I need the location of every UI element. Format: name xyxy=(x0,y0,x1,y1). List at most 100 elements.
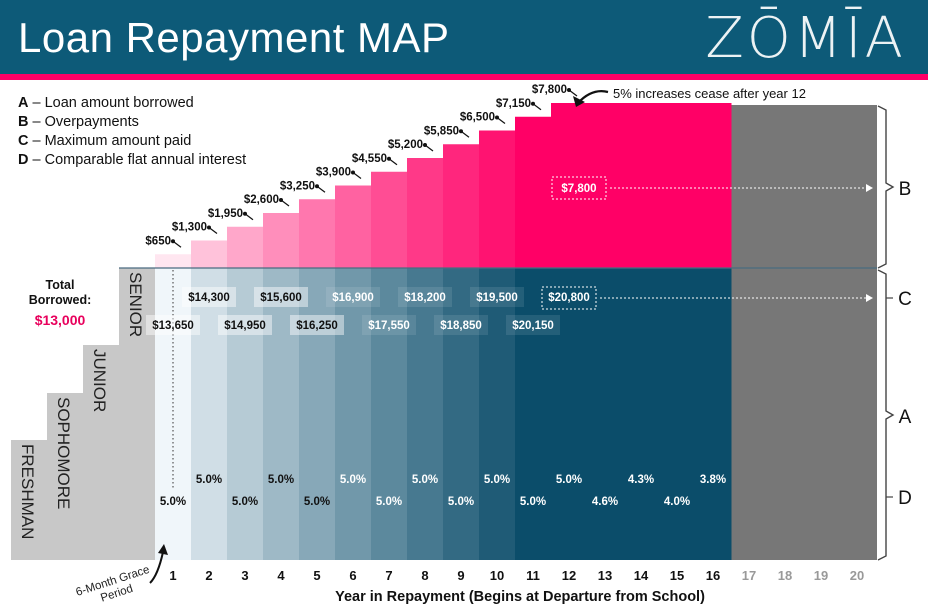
x-tick-label: 11 xyxy=(526,568,540,583)
interest-rate-label: 5.0% xyxy=(160,496,186,508)
overpayment-dot xyxy=(495,115,499,120)
max-paid-label-bg xyxy=(434,315,488,335)
overpayment-label: $6,500 xyxy=(460,112,495,124)
overpayment-label: $1,950 xyxy=(208,208,243,220)
overpayment-dot xyxy=(243,211,247,216)
max-paid-arrowhead xyxy=(866,294,873,302)
x-tick-label: 20 xyxy=(850,568,864,583)
side-label-d: D xyxy=(898,488,912,509)
overpayment-bar xyxy=(335,185,372,268)
legend-item-a: A – Loan amount borrowed xyxy=(18,95,194,111)
side-label-c: C xyxy=(898,289,912,310)
overpayment-bar xyxy=(515,116,552,268)
overpayment-bar xyxy=(407,158,444,268)
overpayment-bar xyxy=(299,199,336,268)
overpayment-bar xyxy=(227,226,264,268)
x-tick-label: 5 xyxy=(313,568,320,583)
max-paid-label: $13,650 xyxy=(152,320,194,332)
max-paid-label-bg xyxy=(146,315,200,335)
max-paid-label-bg xyxy=(326,287,380,307)
brace-a xyxy=(877,269,895,561)
max-paid-label: $16,250 xyxy=(296,320,338,332)
interest-rate-label: 4.0% xyxy=(664,496,690,508)
interest-rate-label: 5.0% xyxy=(448,496,474,508)
loan-bar xyxy=(587,268,624,560)
interest-rate-label: 3.8% xyxy=(700,474,726,486)
school-year-label: JUNIOR xyxy=(90,349,109,412)
overpayment-dot xyxy=(315,184,319,189)
interest-rate-label: 5.0% xyxy=(412,474,438,486)
legend-item-b: B – Overpayments xyxy=(18,114,139,130)
max-paid-label: $20,150 xyxy=(512,320,554,332)
interest-rate-label: 5.0% xyxy=(304,496,330,508)
side-label-a: A xyxy=(899,407,912,428)
overpayment-label: $3,900 xyxy=(316,167,351,179)
grace-arrow xyxy=(149,551,164,584)
loan-bar xyxy=(479,268,516,560)
x-tick-label: 8 xyxy=(421,568,428,583)
overpayment-bar xyxy=(443,144,480,268)
overpayment-label: $2,600 xyxy=(244,194,279,206)
overpayment-dot xyxy=(387,156,391,161)
interest-rate-label: 4.3% xyxy=(628,474,654,486)
loan-bar xyxy=(191,268,228,560)
overpayment-bar xyxy=(479,130,516,268)
overpayment-dot xyxy=(351,170,355,175)
max-paid-label-bg xyxy=(470,287,524,307)
school-year-block xyxy=(47,393,83,560)
overpayment-bar xyxy=(371,171,408,268)
x-axis-label: Year in Repayment (Begins at Departure f… xyxy=(335,589,705,605)
x-tick-label: 17 xyxy=(742,568,756,583)
interest-rate-label: 5.0% xyxy=(196,474,222,486)
interest-rate-label: 5.0% xyxy=(556,474,582,486)
x-tick-label: 10 xyxy=(490,568,504,583)
interest-rate-label: 5.0% xyxy=(376,496,402,508)
max-paid-label: $14,300 xyxy=(188,292,230,304)
school-year-block xyxy=(119,268,155,560)
loan-bar xyxy=(551,268,588,560)
overpayment-dot xyxy=(423,143,427,147)
max-paid-label-bg xyxy=(362,315,416,335)
loan-bar xyxy=(227,268,264,560)
x-tick-label: 2 xyxy=(205,568,212,583)
interest-rate-label: 4.6% xyxy=(592,496,618,508)
overpayment-bar xyxy=(695,103,732,268)
x-tick-label: 9 xyxy=(457,568,464,583)
school-year-block xyxy=(83,345,119,560)
max-paid-label-bg xyxy=(218,315,272,335)
x-tick-label: 1 xyxy=(169,568,176,583)
overpayment-bar xyxy=(191,240,228,268)
interest-rate-label: 5.0% xyxy=(484,474,510,486)
overpayment-label: $5,850 xyxy=(424,125,459,137)
loan-bar xyxy=(263,268,300,560)
school-year-label: FRESHMAN xyxy=(18,444,37,539)
max-paid-label: $15,600 xyxy=(260,292,302,304)
overpayment-dot xyxy=(531,101,535,106)
x-tick-label: 13 xyxy=(598,568,612,583)
overpayment-dot xyxy=(207,225,211,230)
x-tick-label: 16 xyxy=(706,568,720,583)
overpayment-dot xyxy=(567,88,571,92)
overpayment-bar xyxy=(551,103,588,268)
x-tick-label: 7 xyxy=(385,568,392,583)
overpayment-label: $3,250 xyxy=(280,180,315,192)
x-tick-label: 14 xyxy=(634,568,649,583)
overpayment-label: $5,200 xyxy=(388,139,423,151)
overpayment-bar xyxy=(623,103,660,268)
max-paid-label: $19,500 xyxy=(476,292,518,304)
brace-b xyxy=(877,105,895,269)
max-paid-label: $20,800 xyxy=(548,292,590,304)
interest-rate-label: 5.0% xyxy=(268,474,294,486)
annotation-note: 5% increases cease after year 12 xyxy=(613,86,806,101)
overpayment-bar xyxy=(587,103,624,268)
loan-bar xyxy=(623,268,660,560)
school-year-label: SENIOR xyxy=(126,272,145,337)
overpayment-label: $7,800 xyxy=(532,84,567,96)
overpayment-dot xyxy=(279,198,283,202)
overpayment-label: $1,300 xyxy=(172,222,207,234)
loan-bar xyxy=(443,268,480,560)
loan-bar xyxy=(515,268,552,560)
x-tick-label: 19 xyxy=(814,568,828,583)
total-borrowed-label: Total Borrowed: xyxy=(28,278,92,307)
school-year-label: SOPHOMORE xyxy=(54,397,73,509)
